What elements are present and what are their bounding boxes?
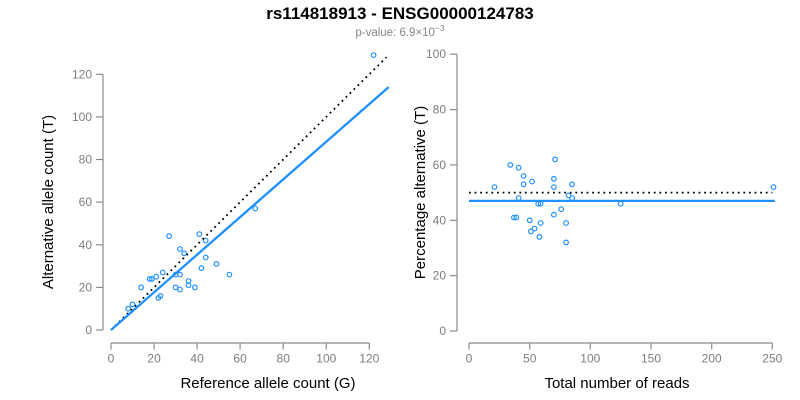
data-point (770, 184, 777, 191)
x-tick-label: 60 (233, 352, 247, 366)
y-tick-label: 0 (85, 323, 92, 337)
data-point (181, 250, 188, 257)
y-tick-label: 40 (433, 213, 447, 227)
data-point (157, 293, 164, 299)
data-point (515, 195, 522, 202)
data-point (520, 173, 527, 179)
data-point (528, 228, 534, 235)
x-axis-title: Reference allele count (G) (180, 375, 355, 392)
x-tick-label: 0 (466, 352, 473, 366)
data-point (511, 214, 517, 221)
data-point (252, 205, 259, 212)
x-tick-label: 50 (523, 352, 537, 366)
y-tick-label: 60 (433, 158, 447, 172)
x-tick-label: 20 (147, 352, 161, 366)
x-tick-label: 100 (316, 352, 336, 366)
data-point (551, 175, 557, 182)
data-point (563, 239, 569, 246)
x-tick-label: 100 (580, 352, 600, 366)
x-tick-label: 80 (277, 352, 291, 366)
y-tick-label: 20 (79, 280, 93, 294)
data-point (569, 195, 575, 202)
data-point (129, 301, 136, 308)
data-point (552, 156, 558, 163)
data-point (176, 246, 183, 252)
y-tick-label: 100 (426, 47, 446, 61)
data-point (565, 192, 572, 199)
pvalue-text: p-value: 6.9×10 (355, 26, 435, 39)
y-tick-label: 100 (72, 110, 92, 124)
data-point (146, 276, 153, 282)
y-tick-label: 0 (439, 324, 446, 338)
x-tick-label: 200 (702, 352, 722, 366)
data-point (213, 261, 220, 267)
pvalue-exponent: −3 (434, 23, 445, 33)
data-point (491, 184, 498, 191)
data-point (226, 271, 233, 278)
data-point (202, 237, 209, 244)
y-tick-label: 80 (433, 103, 447, 117)
data-point (202, 254, 209, 261)
x-tick-label: 40 (190, 352, 204, 366)
data-point (617, 200, 624, 207)
regression-line (110, 86, 390, 331)
data-point (159, 269, 166, 276)
y-tick-label: 40 (79, 238, 93, 252)
x-axis-title: Total number of reads (544, 375, 689, 392)
y-tick-label: 120 (72, 67, 92, 81)
identity-line (110, 56, 388, 331)
data-point (551, 211, 557, 218)
data-point (536, 233, 543, 240)
data-point (138, 284, 145, 291)
data-point (558, 206, 565, 213)
data-point (507, 161, 514, 168)
y-axis-title: Percentage alternative (T) (412, 106, 429, 279)
data-point (148, 276, 155, 282)
data-point (198, 265, 205, 272)
y-tick-label: 20 (433, 269, 447, 283)
data-point (513, 214, 520, 221)
figure-subtitle: p-value: 6.9×10−3 (0, 23, 800, 39)
data-point (191, 284, 198, 291)
data-point (531, 225, 538, 232)
x-tick-label: 250 (762, 352, 782, 366)
y-tick-label: 60 (79, 195, 93, 209)
data-point (520, 181, 527, 188)
data-point (153, 273, 160, 280)
data-point (529, 178, 535, 185)
data-point (125, 305, 132, 312)
x-tick-label: 150 (641, 352, 661, 366)
y-axis-title: Alternative allele count (T) (40, 115, 57, 289)
data-point (370, 52, 377, 58)
figure-title: rs114818913 - ENSG00000124783 (266, 4, 534, 23)
data-point (176, 271, 183, 278)
data-point (176, 286, 183, 293)
data-point (537, 220, 544, 226)
x-tick-label: 0 (108, 352, 115, 366)
right-scatter-plot: 0 20 40 60 80 100 0 50 100 150 200 250 Total number … (412, 47, 783, 392)
data-point (569, 181, 575, 188)
left-scatter-plot: 0 20 40 60 80 100 120 0 20 40 60 80 100 120 Reference … (40, 52, 390, 392)
x-tick-label: 120 (359, 352, 379, 366)
data-point (551, 184, 557, 191)
data-point (196, 231, 203, 238)
y-tick-label: 80 (79, 153, 93, 167)
data-point (563, 220, 569, 226)
data-point (185, 278, 192, 284)
data-point (526, 217, 533, 224)
data-point (515, 164, 522, 171)
data-point (166, 233, 173, 240)
